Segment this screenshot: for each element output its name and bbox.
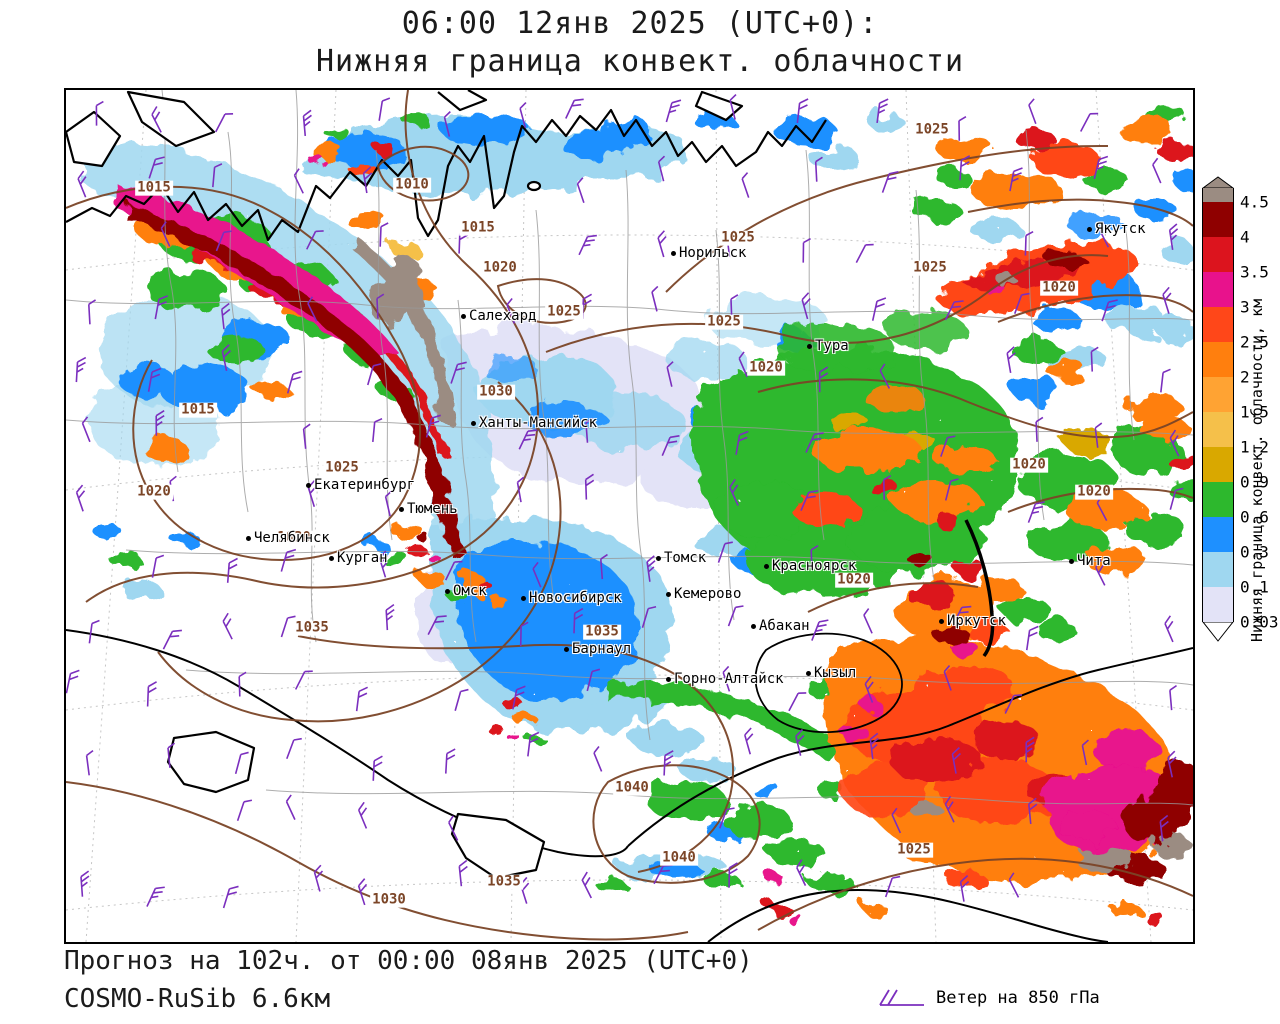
colorbar-tick: 3.5 [1240,262,1269,282]
colorbar: 4.5 4 3.5 3 2.5 2 1.5 1.2 0.9 0.6 0.3 0.1 0.03 [1202,176,1280,642]
colorbar-tick: 0.03 [1240,612,1279,632]
city-dot [399,506,404,512]
isobar-label: 1015 [459,219,497,236]
city-dot [806,670,811,676]
model-info-line: COSMO-RuSib 6.6км [64,984,331,1014]
map-canvas: 1015 1010 1015 1020 1025 1025 1025 1025 … [64,88,1195,944]
colorbar-tick: 2.5 [1240,332,1269,352]
isobar-label: 1035 [583,623,621,640]
city-label: Тура [807,338,849,354]
city-label: Иркутск [939,613,1006,629]
city-dot [461,313,466,319]
map-title-datetime: 06:00 12янв 2025 (UTC+0): [401,6,879,41]
isobar-label: 1025 [323,459,361,476]
city-label: Кызыл [806,665,856,681]
city-label: Горно-Алтайск [666,671,784,687]
city-label: Якутск [1087,221,1146,237]
wind-legend-label: Ветер на 850 гПа [936,988,1100,1008]
forecast-info-line: Прогноз на 102ч. от 00:00 08янв 2025 (UT… [64,946,753,976]
city-label: Курган [329,550,388,566]
isobar-label: 1020 [835,571,873,588]
colorbar-tick: 3 [1240,297,1250,317]
colorbar-tick: 4.5 [1240,192,1269,212]
colorbar-tick: 0.6 [1240,507,1269,527]
city-label: Новосибирск [521,590,622,606]
isobar-label: 1020 [481,259,519,276]
map-graphics [66,90,1193,942]
city-dot [564,646,569,652]
city-label: Салехард [461,308,536,324]
isobar-label: 1035 [485,873,523,890]
city-label: Томск [656,550,706,566]
isobar-label: 1020 [747,359,785,376]
city-label: Кемерово [666,586,741,602]
city-dot [1069,558,1074,564]
isobar-label: 1020 [1075,483,1113,500]
colorbar-tick: 0.3 [1240,542,1269,562]
city-label: Омск [445,583,487,599]
isobar-label: 1030 [370,891,408,908]
isobar-label: 1015 [135,179,173,196]
colorbar-tick: 4 [1240,227,1250,247]
colorbar-tick: 1.2 [1240,437,1269,457]
city-dot [807,343,812,349]
isobar-label: 1025 [895,841,933,858]
isobar-label: 1030 [275,529,313,546]
wind-barb-legend-icon [879,989,924,1006]
isobar-label: 1030 [477,383,515,400]
isobar-label: 1020 [1010,456,1048,473]
admin-border-layer [66,90,1193,806]
city-label: Норильск [671,245,746,261]
city-label: Чита [1069,553,1111,569]
city-dot [666,676,671,682]
isobar-label: 1025 [545,303,583,320]
isobar-label: 1040 [613,779,651,796]
city-dot [751,623,756,629]
colorbar-tick: 0.9 [1240,472,1269,492]
city-dot [666,591,671,597]
isobar-label: 1025 [719,229,757,246]
city-dot [521,595,526,601]
wind-legend: Ветер на 850 гПа [878,986,1100,1010]
city-dot [246,535,251,541]
city-label: Красноярск [764,558,856,574]
city-label: Ханты-Мансийск [471,415,597,431]
isobar-label: 1025 [913,121,951,138]
city-label: Тюмень [399,501,458,517]
isobar-label: 1040 [660,849,698,866]
national-border-layer [66,629,1193,942]
city-dot [939,618,944,624]
city-dot [1087,226,1092,232]
isobar-label: 1020 [1040,279,1078,296]
city-dot [445,588,450,594]
isobar-label: 1035 [293,619,331,636]
city-dot [671,250,676,256]
isobar-label: 1025 [705,313,743,330]
colorbar-tick: 2 [1240,367,1250,387]
city-dot [329,555,334,561]
map-title-parameter: Нижняя граница конвект. облачности [315,44,965,79]
isobar-label: 1025 [911,259,949,276]
city-dot [471,420,476,426]
city-dot [306,482,311,488]
city-label: Абакан [751,618,810,634]
isobar-layer [66,90,1193,941]
coastline-layer [66,90,995,880]
colorbar-tick: 0.1 [1240,577,1269,597]
isobar-label: 1020 [135,483,173,500]
isobar-label: 1010 [393,176,431,193]
city-label: Барнаул [564,641,631,657]
city-label: Челябинск [246,530,330,546]
city-dot [764,563,769,569]
isobar-label: 1015 [179,401,217,418]
colorbar-tick: 1.5 [1240,402,1269,422]
city-dot [656,555,661,561]
city-label: Екатеринбург [306,477,415,493]
